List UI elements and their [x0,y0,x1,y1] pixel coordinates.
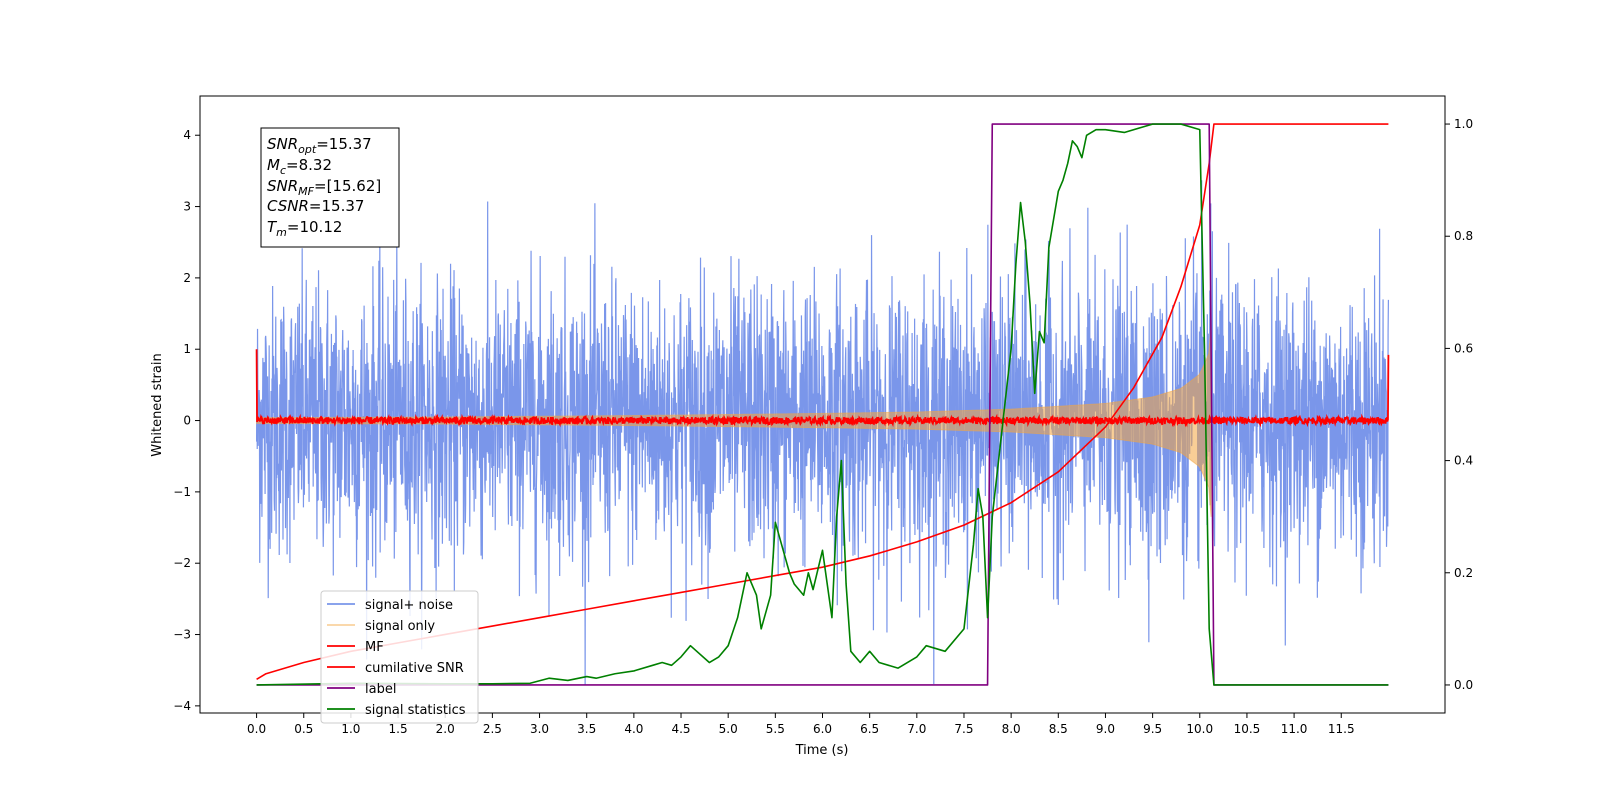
info-box: SNRopt=15.37 Mc=8.32 SNRMF=[15.62] CSNR=… [260,127,400,248]
x-tick-label: 1.0 [341,722,360,736]
x-tick-label: 1.5 [389,722,408,736]
y-left-tick-label: 2 [183,271,191,285]
y-left-tick-label: 1 [183,342,191,356]
y-left-tick-label: −4 [173,699,191,713]
legend-entry: label [365,682,396,697]
x-axis-title: Time (s) [795,743,849,758]
x-tick-label: 0.0 [247,722,266,736]
legend-entry: signal+ noise [365,598,453,613]
y-left-tick-label: −3 [173,628,191,642]
x-tick-label: 11.0 [1281,722,1308,736]
y-left-tick-label: 0 [183,414,191,428]
x-tick-label: 5.5 [766,722,785,736]
legend-entry: cumilative SNR [365,661,464,676]
x-tick-label: 4.0 [624,722,643,736]
y-left-tick-label: −2 [173,556,191,570]
y-left-tick-label: 3 [183,200,191,214]
x-tick-label: 3.5 [577,722,596,736]
x-axis: 0.0 0.5 1.0 1.5 2.0 2.5 3.0 3.5 4.0 4.5 5.0 5.5 6.0 6… [247,713,1355,736]
x-tick-label: 5.0 [719,722,738,736]
x-tick-label: 8.0 [1002,722,1021,736]
legend: signal+ noise signal only MF cumilative SNR… [320,590,479,724]
legend-entry: MF [365,640,384,655]
x-tick-label: 6.5 [860,722,879,736]
y-right-tick-label: 0.0 [1454,678,1473,692]
x-tick-label: 2.5 [483,722,502,736]
y-left-tick-label: 4 [183,128,191,142]
info-snr-opt: SNRopt=15.37 [267,135,372,156]
y-left-tick-label: −1 [173,485,191,499]
y-axis-right: 0.0 0.2 0.4 0.6 0.8 1.0 [1445,117,1473,692]
x-tick-label: 0.5 [294,722,313,736]
x-tick-label: 9.5 [1143,722,1162,736]
y-right-tick-label: 0.8 [1454,229,1473,243]
y-right-tick-label: 1.0 [1454,117,1473,131]
info-mc: Mc=8.32 [267,156,332,177]
legend-frame [320,590,479,724]
y-axis-title: Whitened strain [150,353,165,456]
series-mf [255,349,1390,428]
x-tick-label: 7.0 [907,722,926,736]
info-box-frame [260,127,400,248]
mf-trace [255,349,1390,428]
legend-entry: signal statistics [365,703,466,718]
x-tick-label: 9.0 [1096,722,1115,736]
info-csnr: CSNR=15.37 [267,197,364,215]
x-tick-label: 11.5 [1328,722,1355,736]
info-tm: Tm=10.12 [267,218,342,239]
x-tick-label: 8.5 [1049,722,1068,736]
x-tick-label: 10.0 [1186,722,1213,736]
legend-entry: signal only [365,619,435,634]
y-axis-left: −4 −3 −2 −1 0 1 2 3 4 [173,128,200,713]
x-tick-label: 10.5 [1234,722,1261,736]
x-tick-label: 7.5 [954,722,973,736]
y-right-tick-label: 0.4 [1454,454,1473,468]
y-right-tick-label: 0.6 [1454,341,1473,355]
y-right-tick-label: 0.2 [1454,566,1473,580]
x-tick-label: 4.5 [671,722,690,736]
x-tick-label: 6.0 [813,722,832,736]
info-snr-mf: SNRMF=[15.62] [267,177,381,198]
x-tick-label: 2.0 [436,722,455,736]
series-signal-statistics [256,123,1389,686]
signal-statistics-trace [256,123,1389,686]
x-tick-label: 3.0 [530,722,549,736]
